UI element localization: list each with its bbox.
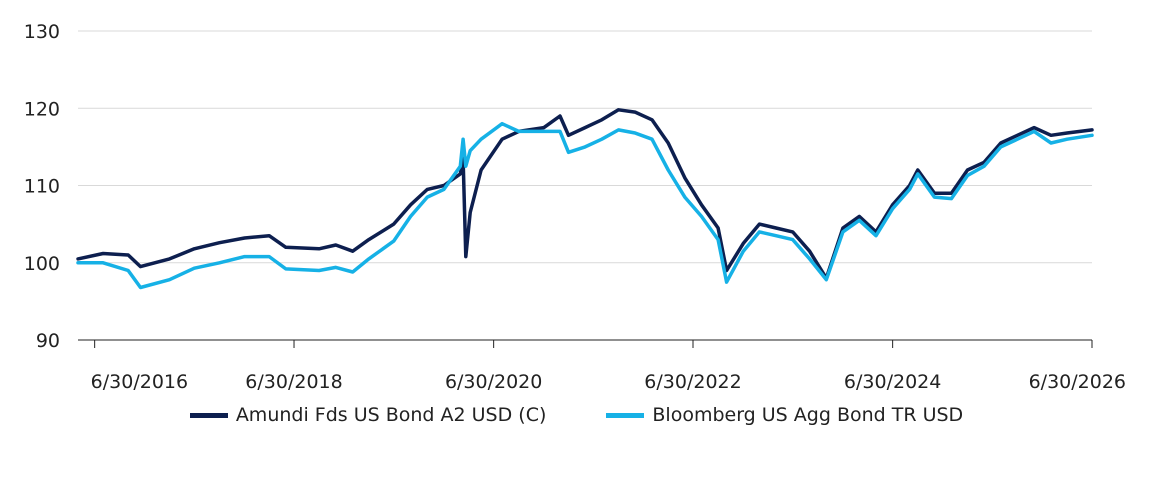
- y-tick-label: 110: [24, 176, 60, 198]
- x-tick-label: 6/30/2024: [844, 371, 941, 393]
- y-tick-label: 100: [24, 253, 60, 275]
- legend-label-0: Amundi Fds US Bond A2 USD (C): [235, 404, 547, 426]
- legend-swatch-1: [606, 412, 645, 418]
- grid-lines: [78, 30, 1092, 264]
- y-tick-label: 120: [24, 98, 60, 120]
- y-tick-label: 130: [24, 21, 60, 43]
- legend-label-1: Bloomberg US Agg Bond TR USD: [652, 404, 964, 426]
- x-tick-label: 6/30/2026: [1029, 371, 1126, 393]
- x-tick-label: 6/30/2018: [245, 371, 342, 393]
- legend: Amundi Fds US Bond A2 USD (C) Bloomberg …: [0, 404, 1153, 426]
- x-tick-label: 6/30/2020: [445, 371, 542, 393]
- series-group: [76, 108, 1094, 290]
- y-axis-ticks: 90 100 110 120 130: [24, 21, 60, 352]
- x-tick-label: 6/30/2016: [91, 371, 188, 393]
- y-tick-label: 90: [36, 330, 60, 352]
- legend-item-1: Bloomberg US Agg Bond TR USD: [606, 404, 963, 426]
- x-tick-label: 6/30/2022: [644, 371, 741, 393]
- x-axis-ticks: 6/30/2016 6/30/2018 6/30/2020 6/30/2022 6/30…: [91, 340, 1126, 393]
- legend-item-0: Amundi Fds US Bond A2 USD (C): [189, 404, 547, 426]
- legend-swatch-0: [189, 412, 228, 418]
- series-line-0: [76, 108, 1094, 280]
- series-line-1: [76, 121, 1094, 290]
